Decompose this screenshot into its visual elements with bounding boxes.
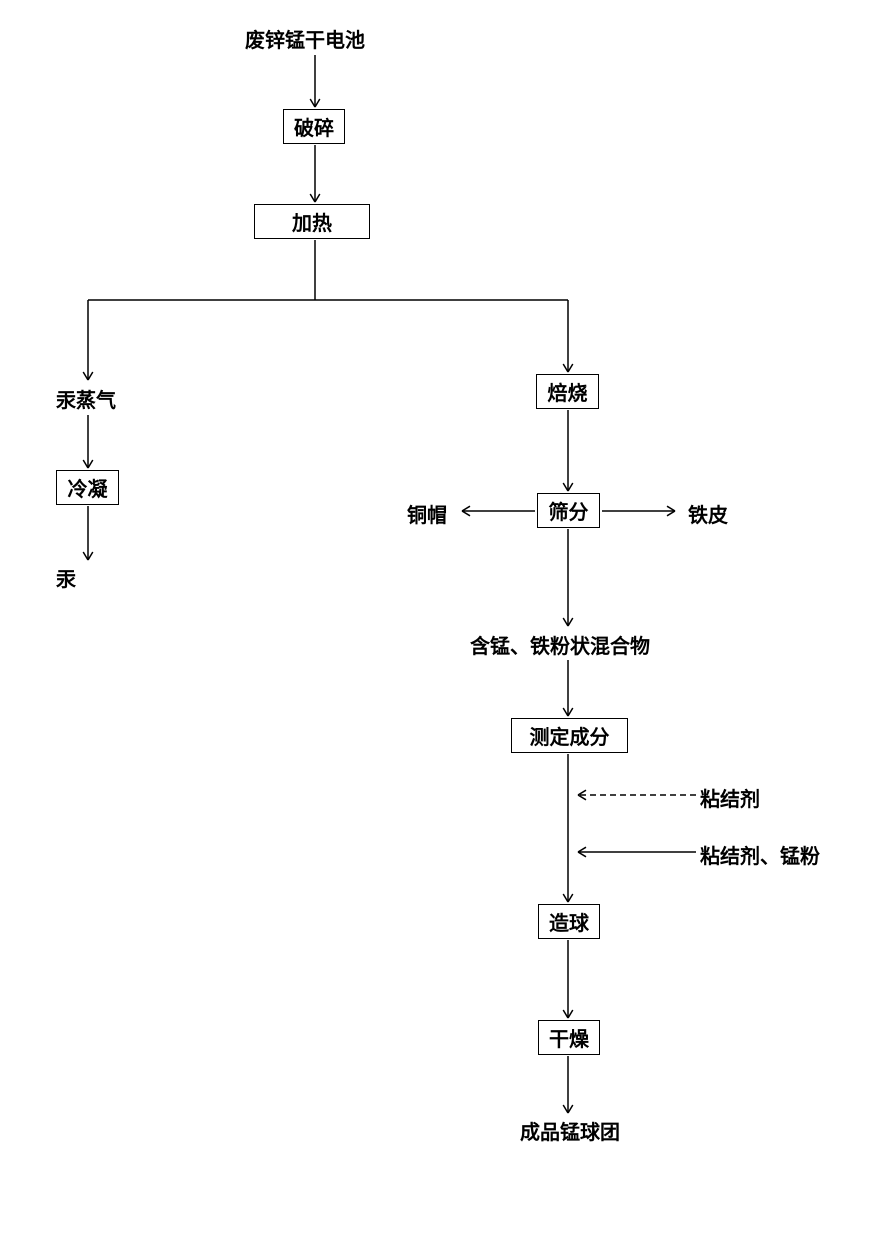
node-binder1: 粘结剂 [700,783,760,812]
node-measure: 测定成分 [511,718,628,753]
node-crush: 破碎 [283,109,345,144]
node-heat: 加热 [254,204,370,239]
node-roast: 焙烧 [536,374,599,409]
node-mixture: 含锰、铁粉状混合物 [470,630,650,659]
node-hg: 汞 [56,563,76,592]
node-pellet: 造球 [538,904,600,939]
node-start: 废锌锰干电池 [245,24,365,53]
node-iron-skin: 铁皮 [688,499,728,528]
node-binder2: 粘结剂、锰粉 [700,840,820,869]
node-dry: 干燥 [538,1020,600,1055]
flowchart-svg [0,0,888,1256]
node-hg-vapor: 汞蒸气 [56,384,116,413]
node-copper-cap: 铜帽 [407,499,447,528]
node-product: 成品锰球团 [520,1116,620,1145]
node-sieve: 筛分 [537,493,600,528]
node-condense: 冷凝 [56,470,119,505]
